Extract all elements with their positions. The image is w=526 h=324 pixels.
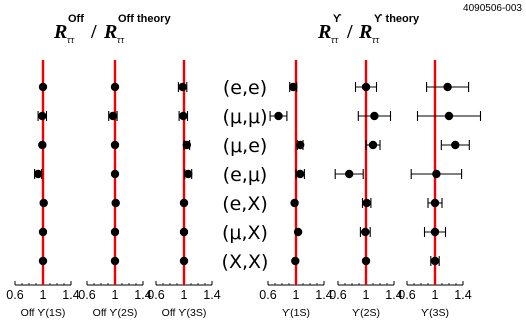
panel-x-label: ϒ(3S) [421,307,449,319]
data-point [38,140,47,150]
data-point [362,198,371,208]
right-title-sup1: ϒ [333,13,342,25]
data-point [108,111,118,121]
data-point [110,227,120,237]
x-tick-label: 0.6 [398,288,415,302]
right-title: R ττ ϒ / R ττ ϒ theory [317,13,420,46]
data-point [430,198,440,208]
left-title: R ττ Off / R ττ Off theory [53,13,171,46]
left-title-slash: / [90,21,97,43]
data-point [368,140,378,150]
x-tick-label: 0.6 [147,288,164,302]
panel-x-label: Off ϒ(2S) [93,307,138,319]
data-point [291,256,300,266]
data-point [110,256,120,266]
panel-6: 0.6 1 1.4 ϒ(3S) [398,60,482,319]
panel-5: 0.6 1 1.4 ϒ(2S) [329,60,403,319]
data-point [451,140,460,150]
panel-x-label: ϒ(1S) [282,307,310,319]
data-point [444,111,454,121]
x-tick-label: 1 [293,288,300,302]
row-label: (X,X) [222,251,269,273]
panel-4: 0.6 1 1.4 ϒ(1S) [259,60,333,319]
data-point [33,169,43,179]
right-title-sup2: ϒ theory [374,13,420,25]
data-point [432,169,441,179]
data-point [179,198,189,208]
x-tick-label: 1 [40,288,47,302]
x-tick-label: 1 [432,288,439,302]
row-labels: (e,e) (μ,μ) (μ,e) (e,μ) (e,X) (μ,X) (X,X) [222,77,269,273]
data-point [38,256,48,266]
right-title-r2: R [358,21,372,43]
right-title-slash: / [346,21,353,43]
x-tick-label: 1 [181,288,188,302]
panel-x-label: Off ϒ(1S) [21,307,66,319]
x-tick-label: 1.4 [203,288,220,302]
x-tick-label: 0.6 [329,288,346,302]
panel-2: 0.6 1 1.4 Off ϒ(2S) [78,60,152,319]
data-point [430,227,440,237]
data-point [110,82,120,92]
x-tick-label: 1.4 [315,288,332,302]
row-label: (μ,X) [222,222,268,244]
data-point [38,82,48,92]
data-point [361,227,370,237]
x-tick-label: 0.6 [6,288,23,302]
row-label: (e,X) [222,193,268,215]
data-point [111,198,120,208]
data-point [179,111,188,121]
row-label: (e,e) [223,77,267,99]
row-label: (μ,μ) [222,106,267,128]
data-point [430,256,440,266]
x-tick-label: 1.4 [385,288,402,302]
data-point [296,169,305,179]
figure-id: 4090506-003 [463,3,522,14]
x-tick-label: 0.6 [259,288,276,302]
data-point [289,82,298,92]
left-title-sub1: ττ [67,35,75,46]
data-point [293,227,303,237]
panel-1: 0.6 1 1.4 Off ϒ(1S) [6,60,80,319]
right-title-r1: R [317,21,331,43]
x-tick-label: 1.4 [134,288,151,302]
row-label: (e,μ) [223,164,268,186]
data-point [345,169,354,179]
left-title-r1: R [53,21,67,43]
left-title-sup2: Off theory [118,13,171,25]
data-point [361,82,371,92]
data-point [443,82,452,92]
data-point [290,198,299,208]
data-point [179,256,189,266]
right-title-sub2: ττ [372,35,380,46]
row-label: (μ,e) [223,135,268,157]
data-point [361,256,371,266]
data-point [274,111,283,121]
x-tick-label: 1.4 [454,288,471,302]
x-tick-label: 0.6 [78,288,95,302]
panel-x-label: Off ϒ(3S) [162,307,207,319]
data-point [110,140,120,150]
data-point [110,169,120,179]
x-tick-label: 1 [112,288,119,302]
data-point [38,227,48,237]
data-point [38,111,47,121]
data-point [39,198,48,208]
x-tick-label: 1 [363,288,370,302]
data-point [296,140,305,150]
right-title-sub1: ττ [331,35,339,46]
panel-x-label: ϒ(2S) [352,307,380,319]
left-title-sup1: Off [68,13,84,25]
left-title-sub2: ττ [117,35,125,46]
data-point [179,227,189,237]
left-title-r2: R [103,21,117,43]
x-tick-label: 1.4 [62,288,79,302]
panels: 0.6 1 1.4 Off ϒ(1S) 0.6 1 1.4 Off ϒ(2S) 0.6 1 1.4 O… [6,60,482,319]
panel-3: 0.6 1 1.4 Off ϒ(3S) [147,60,221,319]
data-point [182,140,191,150]
data-point [370,111,379,121]
data-point [184,169,193,179]
data-point [178,82,187,92]
